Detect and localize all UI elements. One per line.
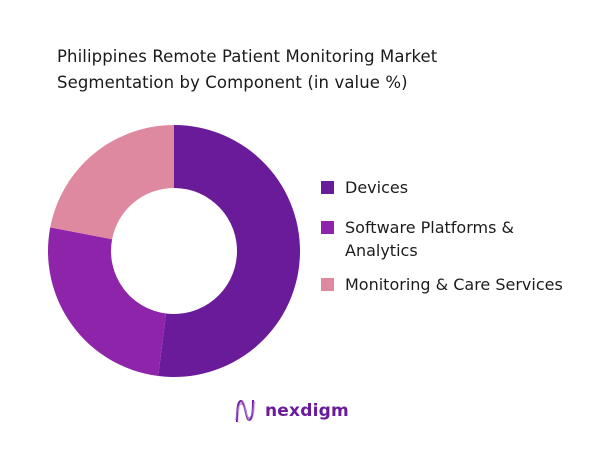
nexdigm-logo: nexdigm [234,398,349,424]
nexdigm-wave-icon [235,399,256,424]
donut-slice-software-platforms-analytics [48,227,167,377]
legend-label-software-line-1: Software Platforms & [345,218,514,237]
chart-title-line-1: Philippines Remote Patient Monitoring Ma… [57,47,438,66]
legend-label-devices: Devices [345,178,409,197]
legend-swatch-monitoring [321,278,334,291]
legend-item-monitoring-care-services: Monitoring & Care Services [321,273,563,296]
chart-title-line-2: Segmentation by Component (in value %) [57,73,408,92]
legend-swatch-devices [321,181,334,194]
donut-slice-devices [158,125,300,377]
donut-slice-monitoring-care-services [50,125,174,240]
legend-swatch-software [321,221,334,234]
legend-label-software: Software Platforms & Analytics [345,216,514,262]
chart-title: Philippines Remote Patient Monitoring Ma… [57,44,577,96]
legend-label-software-line-2: Analytics [345,241,418,260]
nexdigm-logo-text: nexdigm [265,401,349,421]
legend-item-devices: Devices [321,176,408,199]
legend-item-software-platforms-analytics: Software Platforms & Analytics [321,216,514,262]
legend-label-monitoring: Monitoring & Care Services [345,275,563,294]
